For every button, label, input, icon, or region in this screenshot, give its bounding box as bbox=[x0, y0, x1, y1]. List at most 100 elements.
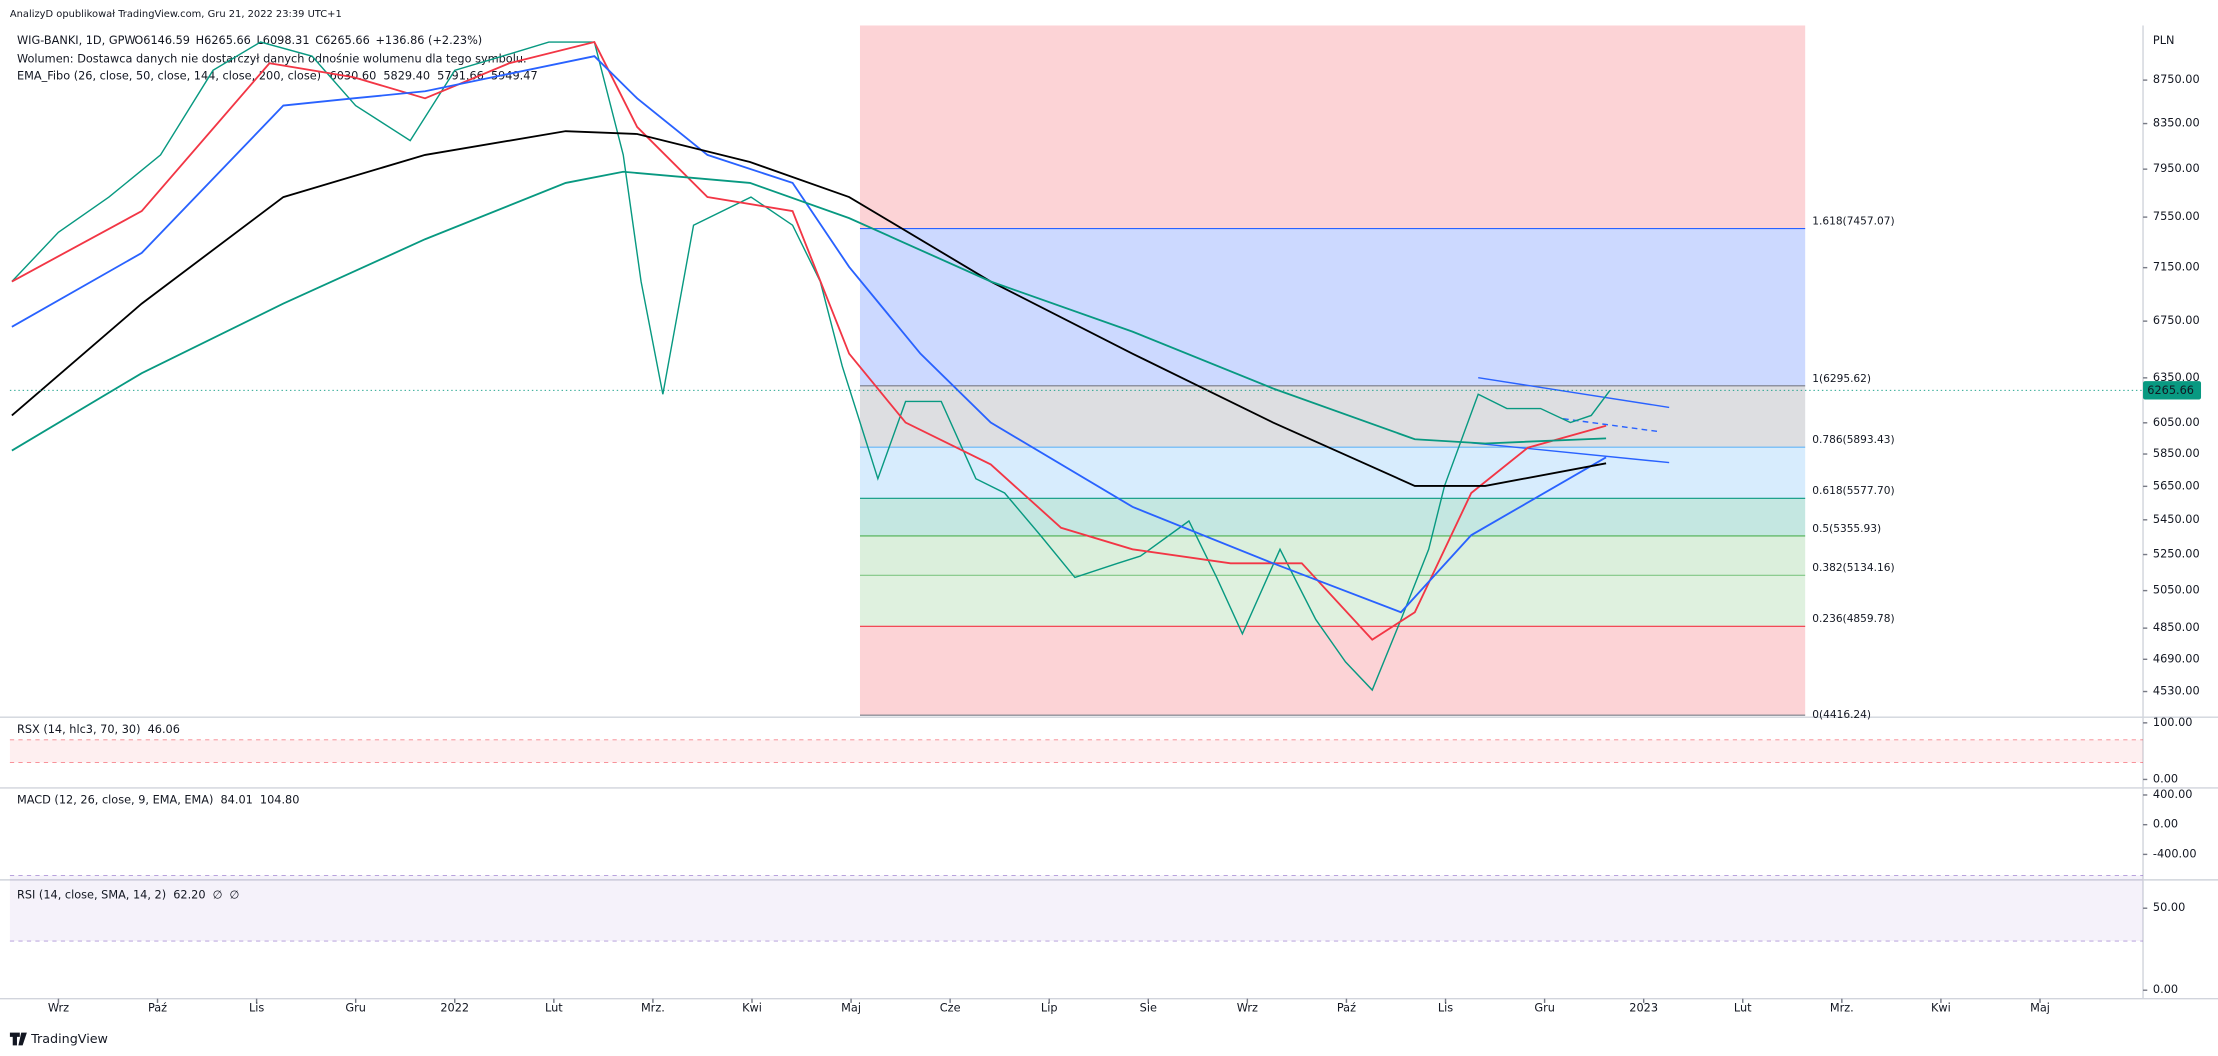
fib-label: 0(4416.24) bbox=[1812, 709, 1871, 721]
fib-zone bbox=[859, 228, 1806, 386]
publisher: AnalizyD opublikował TradingView.com, Gr… bbox=[10, 9, 342, 20]
fib-label: 1.618(7457.07) bbox=[1812, 216, 1894, 228]
x-tick-label: Gru bbox=[1534, 1002, 1555, 1015]
ohlc-value: C6265.66 bbox=[315, 34, 370, 47]
ema-line bbox=[11, 55, 1607, 614]
ohlc-value: L6098.31 bbox=[257, 34, 310, 47]
x-tick-label: Lut bbox=[1734, 1002, 1752, 1015]
x-tick-label: Mrz. bbox=[641, 1002, 665, 1015]
x-tick-label: Paź bbox=[1337, 1002, 1356, 1015]
fib-label: 1(6295.62) bbox=[1812, 373, 1871, 385]
ema-label: EMA_Fibo (26, close, 50, close, 144, clo… bbox=[17, 69, 321, 82]
trend-line bbox=[1562, 418, 1658, 433]
indicator-value: 62.20 bbox=[173, 888, 205, 901]
footer: TradingView bbox=[9, 1032, 108, 1047]
price-line bbox=[11, 41, 1611, 692]
y-tick-label: 5050.00 bbox=[2153, 584, 2200, 597]
indicator-label: MACD (12, 26, close, 9, EMA, EMA) bbox=[17, 794, 213, 807]
fib-zone bbox=[859, 575, 1806, 627]
y-tick-label: 50.00 bbox=[2153, 901, 2185, 914]
indicator-value: 84.01 bbox=[221, 794, 253, 807]
last-price-box bbox=[2143, 381, 2202, 400]
y-tick-label: 400.00 bbox=[2153, 788, 2193, 801]
y-tick-label: 100.00 bbox=[2153, 716, 2193, 729]
y-tick-label: 4530.00 bbox=[2153, 685, 2200, 698]
last-price-label: 6265.66 bbox=[2147, 384, 2194, 397]
ema-value: 6030.60 bbox=[330, 69, 377, 82]
fib-label: 0.786(5893.43) bbox=[1812, 434, 1894, 446]
y-tick-label: 0.00 bbox=[2153, 772, 2178, 785]
indicator-label: RSI (14, close, SMA, 14, 2) bbox=[17, 888, 166, 901]
fib-zone bbox=[859, 25, 1806, 229]
x-tick-label: Lis bbox=[1438, 1002, 1453, 1015]
fib-zone bbox=[859, 498, 1806, 536]
indicator-value: ∅ bbox=[213, 888, 223, 901]
y-tick-label: 4690.00 bbox=[2153, 652, 2200, 665]
y-tick-label: 5450.00 bbox=[2153, 513, 2200, 526]
x-tick-label: Lis bbox=[249, 1002, 264, 1015]
x-tick-label: Wrz bbox=[48, 1002, 69, 1015]
symbol: WIG-BANKI, 1D, GPW bbox=[17, 34, 136, 47]
y-tick-label: 5850.00 bbox=[2153, 447, 2200, 460]
fib-zone bbox=[859, 626, 1806, 716]
x-tick-label: Wrz bbox=[1237, 1002, 1258, 1015]
x-tick-label: Maj bbox=[841, 1002, 861, 1015]
indicator-value: ∅ bbox=[230, 888, 240, 901]
fib-label: 0.236(4859.78) bbox=[1812, 613, 1894, 625]
ema-value: 5829.40 bbox=[383, 69, 430, 82]
x-tick-label: Sie bbox=[1140, 1002, 1157, 1015]
trend-lines bbox=[1471, 377, 1670, 464]
y-tick-label: 4850.00 bbox=[2153, 621, 2200, 634]
fib-label: 0.382(5134.16) bbox=[1812, 562, 1894, 574]
x-tick-label: Gru bbox=[345, 1002, 366, 1015]
ohlc-value: O6146.59 bbox=[134, 34, 190, 47]
y-tick-label: -400.00 bbox=[2153, 847, 2197, 860]
y-tick-label: 8750.00 bbox=[2153, 73, 2200, 86]
brand: TradingView bbox=[30, 1032, 108, 1047]
x-tick-label: Cze bbox=[940, 1002, 961, 1015]
x-tick-label: Paź bbox=[148, 1002, 167, 1015]
ema-line bbox=[11, 130, 1607, 487]
fib-zone bbox=[859, 447, 1806, 499]
fib-zone bbox=[859, 385, 1806, 448]
band bbox=[9, 739, 2144, 763]
legend: WIG-BANKI, 1D, GPW Wolumen: Dostawca dan… bbox=[17, 34, 538, 82]
indicator-label: RSX (14, hlc3, 70, 30) bbox=[17, 723, 141, 736]
indicator-value: 46.06 bbox=[148, 723, 180, 736]
volume-note: Wolumen: Dostawca danych nie dostarczył … bbox=[17, 52, 527, 65]
x-tick-label: Kwi bbox=[1931, 1002, 1951, 1015]
x-tick-label: 2022 bbox=[440, 1002, 469, 1015]
x-tick-label: Maj bbox=[2030, 1002, 2050, 1015]
y-tick-label: 7950.00 bbox=[2153, 162, 2200, 175]
trend-line bbox=[1471, 442, 1670, 464]
x-tick-label: Mrz. bbox=[1830, 1002, 1854, 1015]
y-tick-label: 5650.00 bbox=[2153, 479, 2200, 492]
ema-value: 5949.47 bbox=[491, 69, 538, 82]
x-tick-label: Lut bbox=[545, 1002, 563, 1015]
ohlc-value: H6265.66 bbox=[196, 34, 251, 47]
y-tick-label: 0.00 bbox=[2153, 983, 2178, 996]
trend-line bbox=[1478, 377, 1670, 409]
y-tick-label: 5250.00 bbox=[2153, 548, 2200, 561]
y-tick-label: 6750.00 bbox=[2153, 314, 2200, 327]
y-tick-label: 8350.00 bbox=[2153, 117, 2200, 130]
ema-line bbox=[11, 170, 1607, 452]
y-tick-label: 6050.00 bbox=[2153, 416, 2200, 429]
y-tick-label: 7550.00 bbox=[2153, 210, 2200, 223]
x-tick-label: Kwi bbox=[742, 1002, 762, 1015]
fib-label: 0.5(5355.93) bbox=[1812, 523, 1881, 535]
fib-zone bbox=[859, 535, 1806, 576]
x-tick-label: Lip bbox=[1041, 1002, 1058, 1015]
ema-line bbox=[11, 40, 1607, 641]
indicator-value: 104.80 bbox=[260, 794, 300, 807]
y-tick-label: 0.00 bbox=[2153, 818, 2178, 831]
x-tick-label: 2023 bbox=[1629, 1002, 1658, 1015]
y-tick-label: 6350.00 bbox=[2153, 371, 2200, 384]
currency: PLN bbox=[2153, 34, 2175, 47]
logo bbox=[9, 1032, 27, 1046]
fib-label: 0.618(5577.70) bbox=[1812, 485, 1894, 497]
y-tick-label: 7150.00 bbox=[2153, 261, 2200, 274]
band bbox=[9, 875, 2144, 942]
